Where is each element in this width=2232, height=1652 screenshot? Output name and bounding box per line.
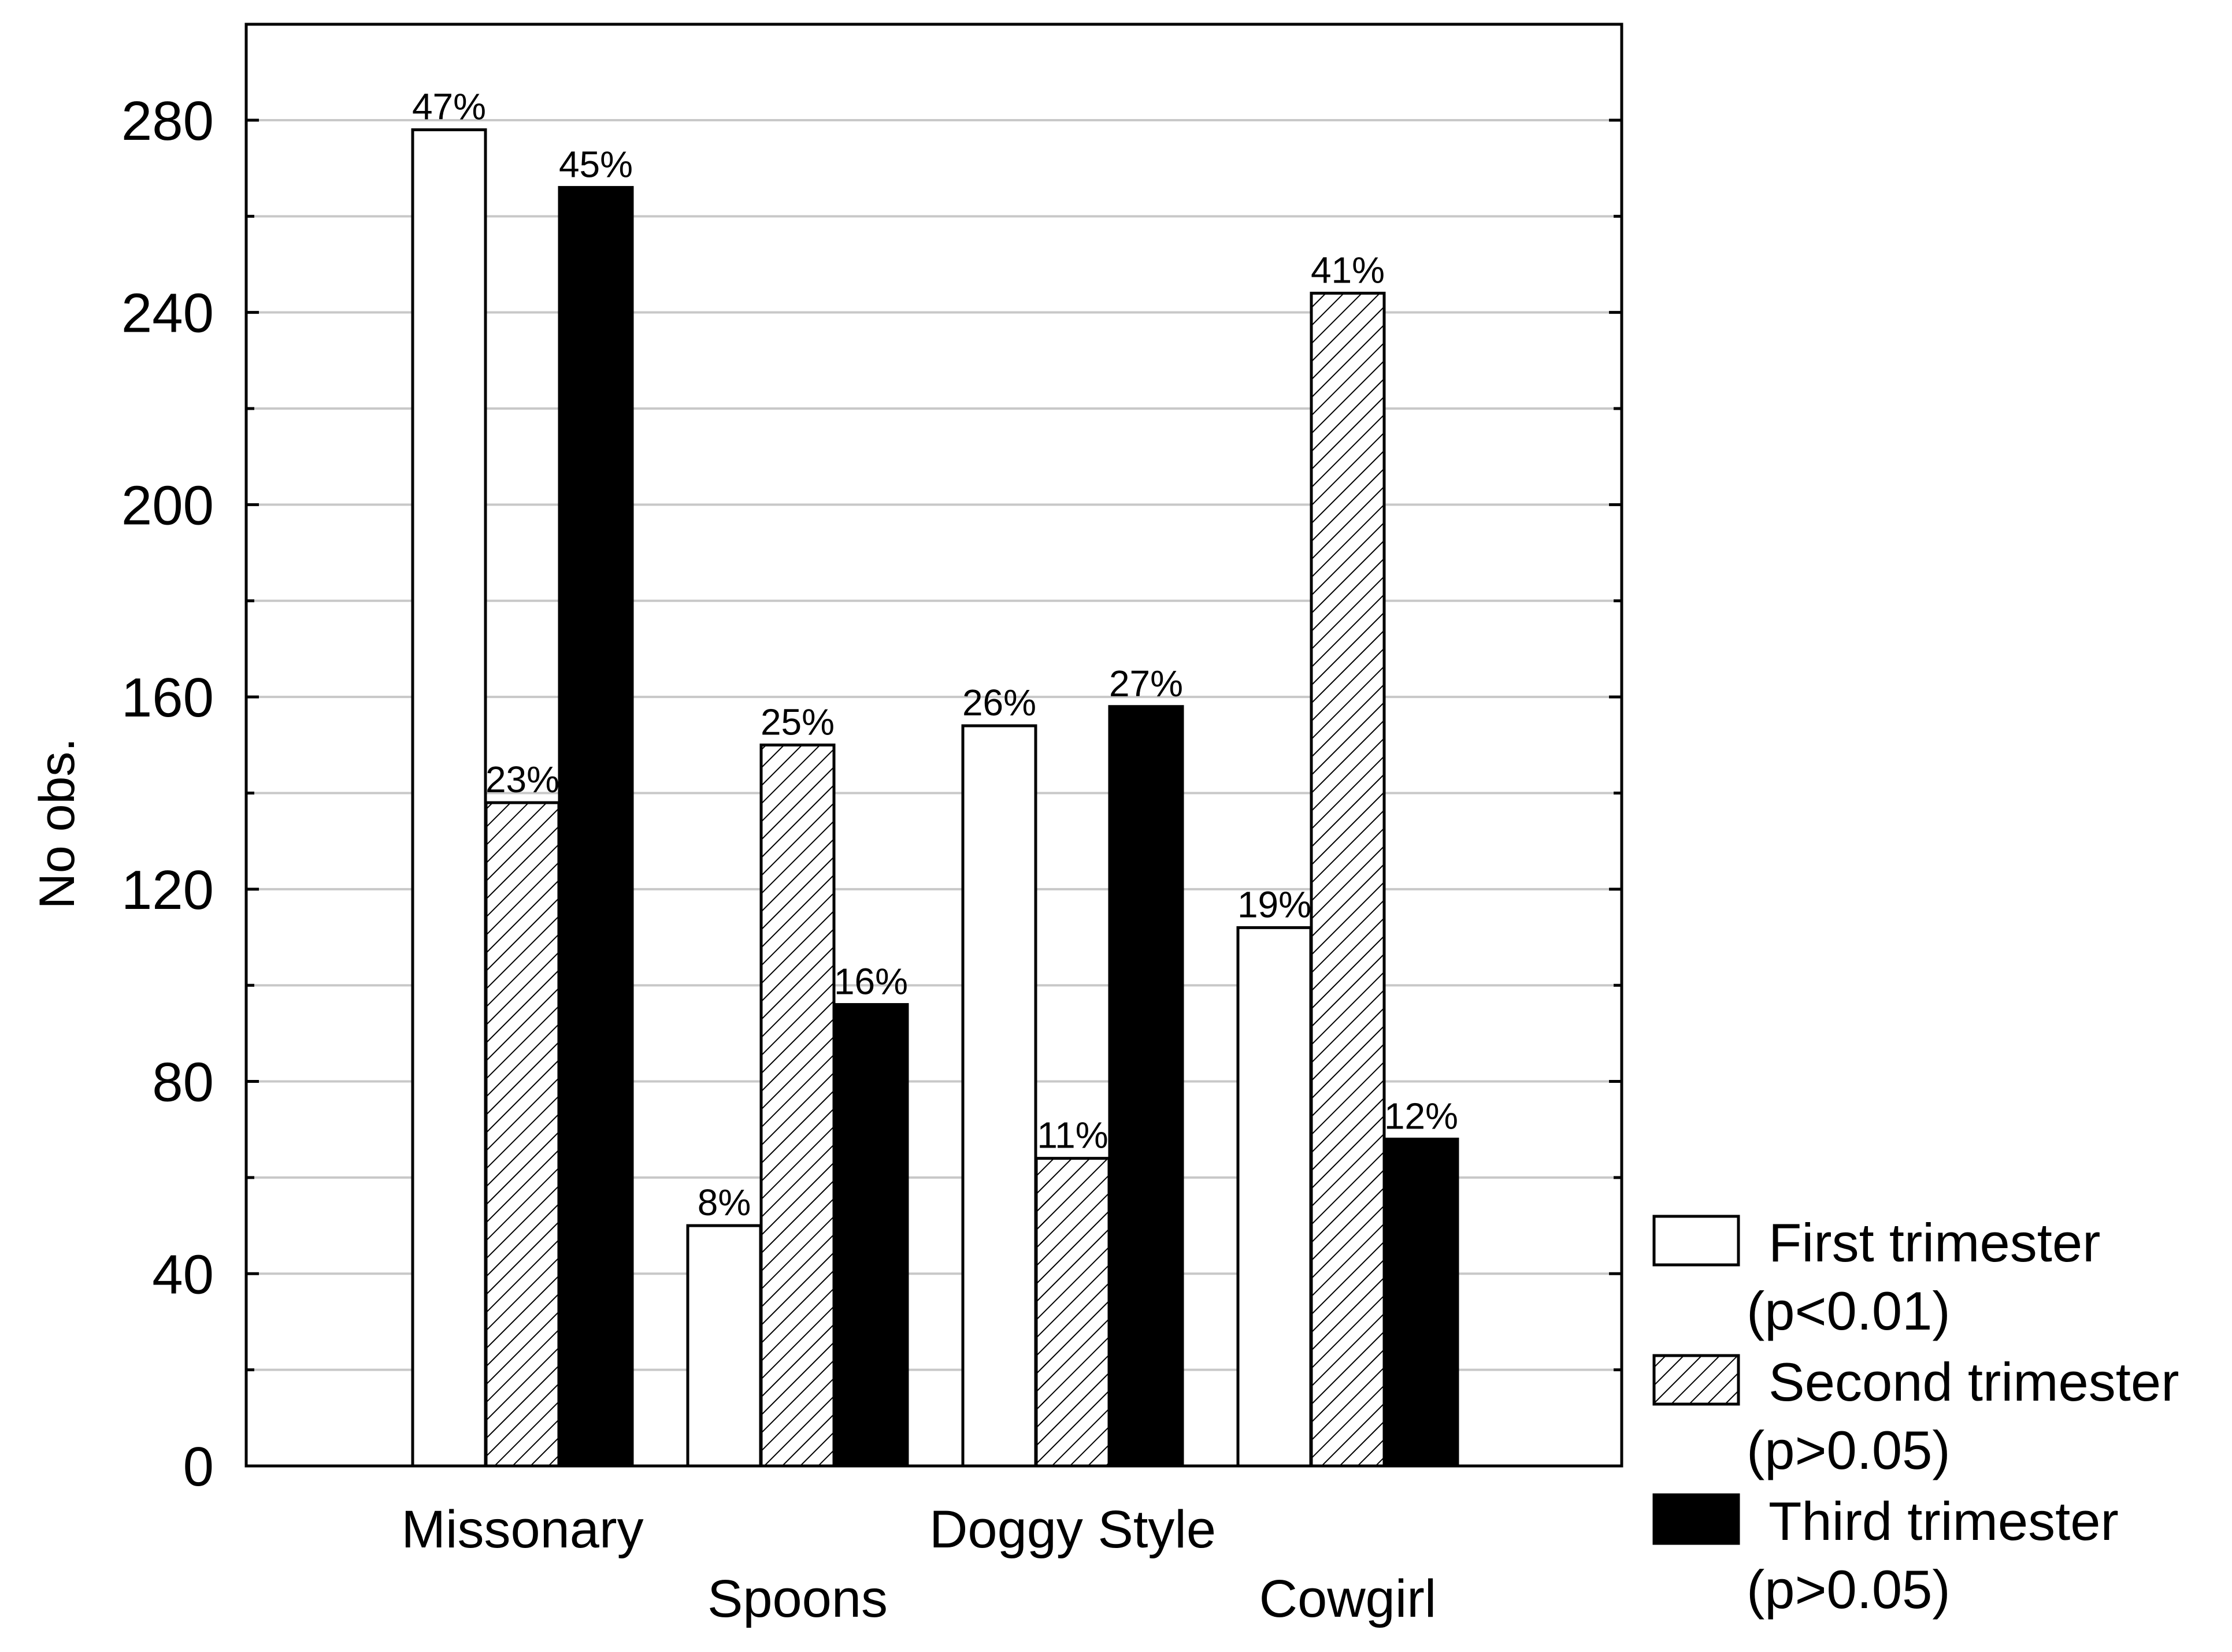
category-label-cowgirl: Cowgirl: [1259, 1569, 1437, 1628]
x-axis-categories: Missonary Spoons Doggy Style Cowgirl: [401, 1500, 1436, 1628]
bar-1-missonary: [411, 128, 487, 1468]
y-tick-label: 120: [121, 859, 214, 921]
bar-1-cowgirl: [1236, 926, 1312, 1468]
category-label-spoons: Spoons: [707, 1569, 888, 1628]
legend: First trimester (p<0.01) Second trimester (…: [1652, 1212, 2179, 1620]
bar-value-label: 25%: [761, 701, 835, 743]
bar-1-doggy-style: [961, 724, 1037, 1468]
bar-value-label: 41%: [1311, 249, 1385, 291]
legend-series-name: Second trimester: [1768, 1352, 2179, 1412]
y-tick-label: 280: [121, 90, 214, 152]
bar-3-spoons: [833, 1003, 909, 1468]
y-tick-label: 240: [121, 283, 214, 344]
y-axis-title: No obs.: [29, 738, 85, 909]
bar-value-label: 12%: [1384, 1095, 1458, 1137]
bar-3-missonary: [558, 185, 634, 1468]
legend-series-name: First trimester: [1768, 1212, 2100, 1273]
y-tick-label: 0: [183, 1436, 214, 1498]
bar-3-cowgirl: [1383, 1137, 1459, 1468]
bar-2-cowgirl: [1310, 291, 1386, 1468]
plot-frame: [244, 23, 1623, 1468]
bar-value-label: 26%: [962, 682, 1036, 723]
bar-value-label: 16%: [834, 960, 908, 1002]
bar-value-label: 19%: [1237, 883, 1311, 925]
legend-p-value: (p<0.01): [1747, 1280, 1951, 1341]
bar-value-label: 47%: [412, 86, 486, 128]
bar-2-doggy-style: [1035, 1157, 1111, 1468]
bar-2-missonary: [484, 801, 561, 1468]
legend-p-value: (p>0.05): [1747, 1420, 1951, 1480]
bar-3-doggy-style: [1108, 705, 1184, 1468]
bar-value-label: 11%: [1037, 1115, 1108, 1156]
legend-swatch: [1652, 1215, 1740, 1267]
y-tick-label: 160: [121, 667, 214, 729]
bars: 47% 8% 26% 19% 23% 25% 11% 41% 45% 16% 27% 12%: [411, 86, 1459, 1468]
category-label-doggy-style: Doggy Style: [929, 1500, 1216, 1559]
bar-2-spoons: [759, 743, 836, 1468]
legend-swatch: [1652, 1354, 1740, 1406]
legend-swatch: [1652, 1493, 1740, 1545]
y-tick-label: 40: [152, 1243, 214, 1305]
bar-value-label: 45%: [559, 143, 633, 185]
y-tick-label: 80: [152, 1052, 214, 1113]
category-label-missonary: Missonary: [401, 1500, 643, 1559]
legend-p-value: (p>0.05): [1747, 1559, 1951, 1620]
legend-series-name: Third trimester: [1768, 1491, 2119, 1551]
bar-1-spoons: [686, 1224, 762, 1468]
y-axis: 0 40 80 120 160 200 240 280: [121, 90, 1622, 1498]
bar-value-label: 27%: [1109, 663, 1183, 704]
y-tick-label: 200: [121, 474, 214, 536]
bar-value-label: 8%: [698, 1182, 751, 1223]
bar-value-label: 23%: [485, 759, 559, 800]
plot-border: [244, 23, 1623, 1468]
